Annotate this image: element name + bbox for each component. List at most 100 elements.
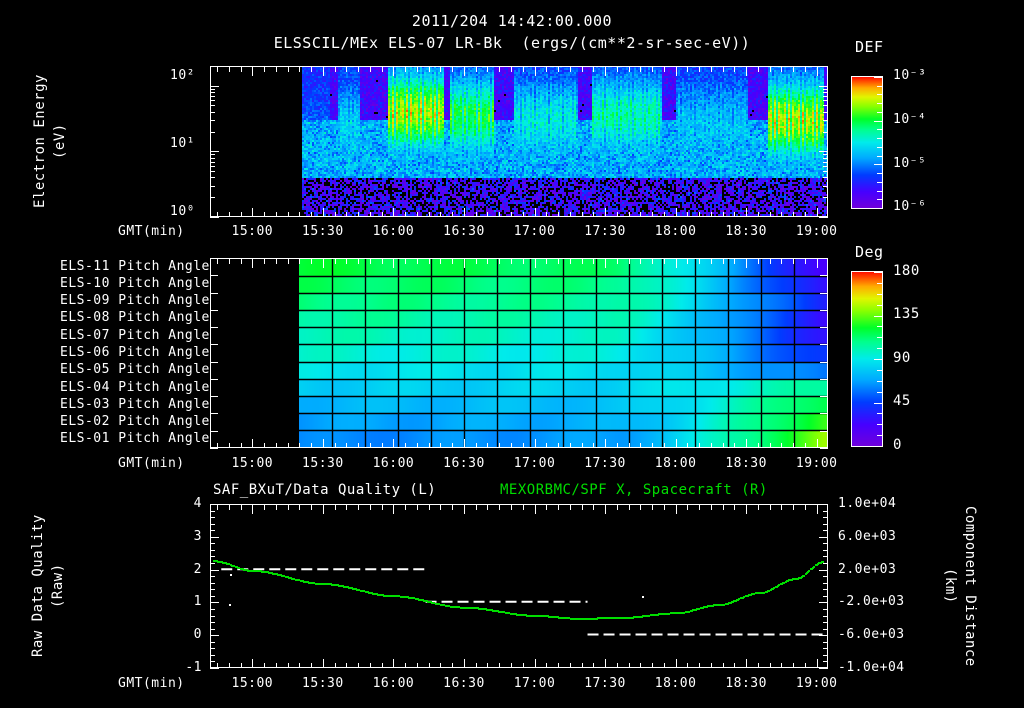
axis-tick xyxy=(805,663,806,668)
axis-tick xyxy=(793,259,794,264)
y-axis-tick xyxy=(210,602,219,603)
axis-tick xyxy=(711,443,712,448)
y-axis-tick xyxy=(823,530,828,531)
x-tick-label: 18:00 xyxy=(654,676,697,691)
axis-tick xyxy=(817,208,818,217)
axis-tick xyxy=(523,67,524,72)
axis-tick xyxy=(511,663,512,668)
colorbar-tick xyxy=(877,182,883,183)
axis-tick xyxy=(723,259,724,264)
axis-tick xyxy=(723,67,724,72)
axis-tick xyxy=(382,505,383,510)
y-axis-tick xyxy=(819,570,828,571)
pitch-angle-row-label: ELS-05 Pitch Angle xyxy=(60,362,210,377)
axis-tick xyxy=(358,505,359,510)
y-axis-tick xyxy=(210,543,215,544)
y-axis-tick xyxy=(210,431,218,432)
colorbar-tick xyxy=(874,272,883,273)
y-axis-tick xyxy=(210,177,215,178)
axis-tick xyxy=(429,443,430,448)
colorbar-tick xyxy=(877,392,883,393)
axis-tick xyxy=(217,663,218,668)
colorbar-tick xyxy=(874,208,883,209)
axis-tick xyxy=(229,443,230,448)
axis-tick xyxy=(558,67,559,72)
axis-tick xyxy=(299,259,300,264)
axis-tick xyxy=(487,212,488,217)
axis-tick xyxy=(487,259,488,264)
axis-tick xyxy=(299,505,300,510)
axis-tick xyxy=(288,67,289,72)
axis-tick xyxy=(593,443,594,448)
y-axis-tick xyxy=(210,570,219,571)
axis-tick xyxy=(593,663,594,668)
panel3-right-tick-label: -2.0e+03 xyxy=(838,594,905,609)
x-tick-label: 17:30 xyxy=(584,456,626,471)
y-axis-tick xyxy=(210,327,218,328)
axis-tick xyxy=(558,259,559,264)
axis-tick xyxy=(346,505,347,510)
axis-tick xyxy=(440,663,441,668)
axis-tick xyxy=(699,259,700,264)
y-axis-tick xyxy=(210,92,215,93)
y-axis-tick xyxy=(823,197,828,198)
axis-tick xyxy=(723,505,724,510)
axis-tick xyxy=(241,67,242,72)
y-axis-tick xyxy=(823,186,828,187)
axis-tick xyxy=(217,505,218,510)
x-tick-label: 16:30 xyxy=(443,676,485,691)
x-tick-label: 15:30 xyxy=(302,224,344,239)
y-axis-tick xyxy=(823,166,828,167)
panel3-right-tick-label: -6.0e+03 xyxy=(838,627,905,642)
panel3-left-tick-label: -1 xyxy=(185,660,202,675)
axis-tick xyxy=(370,663,371,668)
deg-tick-2: 90 xyxy=(893,350,911,366)
axis-tick xyxy=(440,505,441,510)
pitch-angle-row-label: ELS-09 Pitch Angle xyxy=(60,293,210,308)
y-axis-tick xyxy=(823,622,828,623)
axis-tick xyxy=(781,259,782,264)
axis-tick xyxy=(640,505,641,510)
y-axis-tick xyxy=(823,517,828,518)
colorbar-tick xyxy=(877,112,883,113)
panel3-right-tick-label: 6.0e+03 xyxy=(838,529,897,544)
axis-tick xyxy=(570,67,571,72)
axis-tick xyxy=(758,259,759,264)
axis-tick xyxy=(405,443,406,448)
axis-tick xyxy=(264,663,265,668)
panel2-xlabel: GMT(min) xyxy=(118,456,185,471)
colorbar-tick xyxy=(874,403,883,404)
axis-tick xyxy=(417,505,418,510)
axis-tick xyxy=(370,67,371,72)
colorbar-tick xyxy=(877,191,883,192)
axis-tick xyxy=(687,67,688,72)
axis-tick xyxy=(523,505,524,510)
y-axis-tick xyxy=(823,609,828,610)
axis-tick xyxy=(652,443,653,448)
axis-tick xyxy=(629,505,630,510)
axis-tick xyxy=(582,663,583,668)
y-axis-tick xyxy=(819,86,828,87)
axis-tick xyxy=(676,67,677,76)
colorbar-tick xyxy=(877,370,883,371)
axis-tick xyxy=(464,439,465,448)
panel3-ylabel-left: Raw Data Quality (Raw) xyxy=(30,514,66,658)
axis-tick xyxy=(229,505,230,510)
axis-tick xyxy=(593,212,594,217)
axis-tick xyxy=(770,212,771,217)
y-axis-tick xyxy=(210,132,215,133)
y-axis-tick xyxy=(823,596,828,597)
axis-tick xyxy=(676,208,677,217)
axis-tick xyxy=(523,443,524,448)
axis-tick xyxy=(699,212,700,217)
axis-tick xyxy=(417,259,418,264)
axis-tick xyxy=(429,259,430,264)
axis-tick xyxy=(617,212,618,217)
panel3-left-tick-label: 2 xyxy=(193,562,202,577)
axis-tick xyxy=(288,443,289,448)
axis-tick xyxy=(570,505,571,510)
axis-tick xyxy=(546,259,547,264)
axis-tick xyxy=(276,443,277,448)
axis-tick xyxy=(241,505,242,510)
axis-tick xyxy=(758,505,759,510)
